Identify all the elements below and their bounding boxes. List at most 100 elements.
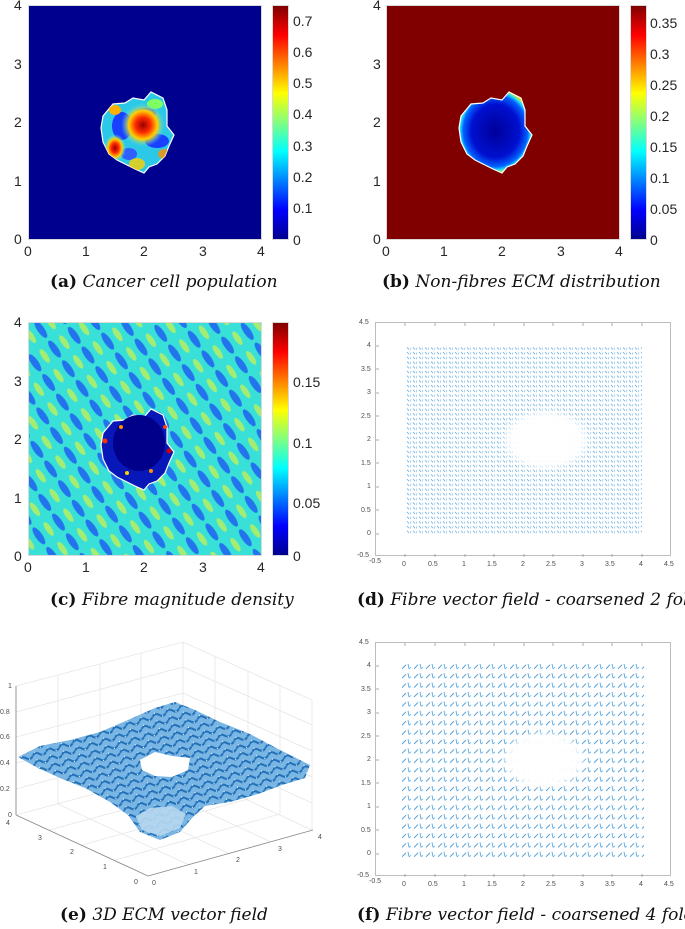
colorbar-tick: 0.35 — [650, 15, 678, 31]
x-tick: 3 — [278, 846, 282, 853]
x-tick: 4 — [639, 561, 643, 568]
caption-c: (c) Fibre magnitude density — [50, 590, 294, 610]
z-tick: 0 — [8, 812, 12, 819]
colorbar-tick: 0.15 — [650, 139, 678, 155]
caption-label: (b) — [382, 272, 410, 292]
x-tick: 2 — [140, 243, 148, 259]
y-tick: 1 — [14, 173, 22, 189]
caption-label: (f) — [357, 905, 381, 925]
x-tick: 0 — [24, 559, 32, 575]
x-tick: 4 — [257, 559, 265, 575]
y-tick: 2 — [14, 431, 22, 447]
colorbar-tick: 0.1 — [293, 200, 313, 216]
x-tick: 0 — [402, 881, 406, 888]
colorbar-tick: 0.3 — [650, 46, 670, 62]
y-tick: 0 — [373, 231, 381, 247]
caption-d: (d) Fibre vector field - coarsened 2 fol… — [357, 590, 685, 610]
colorbar-b — [630, 5, 647, 240]
y-tick: 1 — [367, 803, 371, 810]
caption-b: (b) Non-fibres ECM distribution — [382, 272, 661, 292]
y-tick: 2 — [70, 849, 74, 856]
caption-text: Fibre magnitude density — [81, 590, 294, 610]
heatmap-non-fibre-ecm — [386, 5, 620, 240]
colorbar-tick: 0.5 — [293, 75, 313, 91]
quiver-plot-2fold — [375, 322, 671, 557]
y-tick: 4 — [367, 662, 371, 669]
y-tick: 1 — [14, 490, 22, 506]
y-tick: 3 — [14, 56, 22, 72]
x-tick: 3 — [580, 881, 584, 888]
y-tick: 3 — [373, 56, 381, 72]
z-tick: 0.2 — [0, 786, 10, 793]
x-tick: 1 — [82, 559, 90, 575]
x-tick: 1 — [82, 243, 90, 259]
y-tick: 4 — [373, 0, 381, 13]
y-tick: 3 — [14, 373, 22, 389]
y-tick: 4 — [14, 314, 22, 330]
x-tick: 4 — [257, 243, 265, 259]
caption-f: (f) Fibre vector field - coarsened 4 fol… — [357, 905, 685, 925]
colorbar-tick: 0.2 — [293, 169, 313, 185]
colorbar-tick: 0.15 — [293, 374, 321, 390]
x-tick: 2.5 — [546, 561, 556, 568]
x-tick: -0.5 — [369, 878, 382, 885]
x-tick: 4 — [639, 881, 643, 888]
y-tick: 4.5 — [359, 639, 369, 646]
x-tick: 1 — [440, 243, 448, 259]
x-tick: 1 — [194, 869, 198, 876]
quiver-plot-4fold — [375, 642, 671, 877]
x-tick: -0.5 — [369, 558, 382, 565]
y-tick: 0 — [14, 548, 22, 564]
x-tick: 3 — [580, 561, 584, 568]
colorbar-a — [272, 5, 289, 240]
z-tick: 0.8 — [0, 709, 10, 716]
x-tick: 3 — [557, 243, 565, 259]
quiver-field-dense — [376, 323, 643, 557]
x-tick: 1 — [462, 881, 466, 888]
x-tick: 1 — [462, 561, 466, 568]
x-tick: 3 — [199, 559, 207, 575]
caption-label: (a) — [50, 272, 78, 292]
y-tick: 3 — [38, 835, 42, 842]
y-tick: 3 — [367, 389, 371, 396]
z-tick: 0.4 — [0, 760, 10, 767]
fibre-stripe-pattern — [29, 323, 261, 555]
caption-a: (a) Cancer cell population — [50, 272, 278, 292]
x-tick: 0 — [24, 243, 32, 259]
y-tick: 2.5 — [361, 733, 371, 740]
y-tick: 1 — [373, 173, 381, 189]
colorbar-tick: 0.4 — [293, 106, 313, 122]
colorbar-tick: 0 — [293, 232, 301, 248]
y-tick: 0 — [14, 231, 22, 247]
y-tick: 4 — [6, 820, 10, 827]
caption-label: (d) — [357, 590, 385, 610]
z-tick: 0.6 — [0, 734, 10, 741]
caption-text: Non-fibres ECM distribution — [415, 272, 661, 292]
x-tick: 1.5 — [487, 881, 497, 888]
y-tick: 2 — [367, 436, 371, 443]
x-tick: 4.5 — [664, 881, 674, 888]
y-tick: 0 — [367, 850, 371, 857]
y-tick: 4.5 — [359, 319, 369, 326]
x-tick: 2 — [236, 857, 240, 864]
y-tick: 4 — [367, 342, 371, 349]
axes-3d — [15, 686, 314, 877]
x-tick: 3 — [199, 243, 207, 259]
caption-e: (e) 3D ECM vector field — [60, 905, 268, 925]
colorbar-tick: 0.2 — [650, 108, 670, 124]
y-tick: 0.5 — [361, 827, 371, 834]
y-tick: 4 — [14, 0, 22, 13]
colorbar-tick: 0.05 — [650, 201, 678, 217]
y-tick: 3 — [367, 709, 371, 716]
y-tick: 1 — [103, 864, 107, 871]
z-tick: 1 — [8, 683, 12, 690]
colorbar-tick: 0.1 — [650, 170, 670, 186]
colorbar-tick: 0 — [293, 548, 301, 564]
caption-label: (e) — [60, 905, 87, 925]
y-tick: 0 — [134, 879, 138, 886]
x-tick: 3.5 — [605, 881, 615, 888]
y-tick: 3.5 — [361, 686, 371, 693]
caption-text: 3D ECM vector field — [92, 905, 268, 925]
x-tick: 2 — [498, 243, 506, 259]
x-tick: 0 — [382, 243, 390, 259]
